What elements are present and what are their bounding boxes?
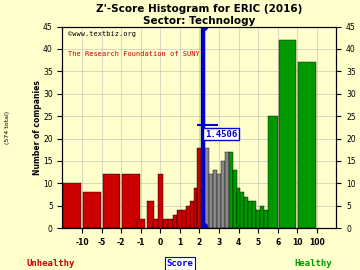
Bar xyxy=(205,147,209,228)
Bar xyxy=(237,188,240,228)
Bar xyxy=(217,174,221,228)
Bar xyxy=(122,174,140,228)
Text: ©www.textbiz.org: ©www.textbiz.org xyxy=(68,31,136,36)
Bar xyxy=(163,219,168,228)
Bar xyxy=(147,201,154,228)
Bar xyxy=(168,219,172,228)
Bar xyxy=(153,219,158,228)
Bar xyxy=(240,192,244,228)
Text: Healthy: Healthy xyxy=(294,259,332,268)
Bar xyxy=(279,40,296,228)
Bar xyxy=(137,219,145,228)
Text: (574 total): (574 total) xyxy=(5,111,10,144)
Bar xyxy=(201,26,205,228)
Bar xyxy=(268,116,278,228)
Text: Score: Score xyxy=(167,259,193,268)
Y-axis label: Number of companies: Number of companies xyxy=(33,80,42,175)
Text: 1.4506: 1.4506 xyxy=(205,130,238,139)
Bar xyxy=(194,188,197,228)
Bar xyxy=(177,210,182,228)
Bar xyxy=(225,152,229,228)
Bar xyxy=(298,62,316,228)
Bar xyxy=(190,201,194,228)
Bar xyxy=(182,210,186,228)
Bar xyxy=(252,201,256,228)
Bar xyxy=(63,183,81,228)
Bar xyxy=(186,206,190,228)
Bar xyxy=(221,161,225,228)
Bar xyxy=(209,174,213,228)
Text: Unhealthy: Unhealthy xyxy=(26,259,75,268)
Bar xyxy=(158,174,163,228)
Bar xyxy=(83,192,100,228)
Bar xyxy=(264,210,268,228)
Bar xyxy=(256,210,260,228)
Bar xyxy=(213,170,217,228)
Text: The Research Foundation of SUNY: The Research Foundation of SUNY xyxy=(68,51,200,57)
Bar xyxy=(233,170,237,228)
Title: Z'-Score Histogram for ERIC (2016)
Sector: Technology: Z'-Score Histogram for ERIC (2016) Secto… xyxy=(96,4,303,26)
Bar xyxy=(197,147,201,228)
Bar xyxy=(260,206,264,228)
Bar xyxy=(244,197,248,228)
Bar xyxy=(172,215,177,228)
Bar xyxy=(229,152,233,228)
Bar xyxy=(248,201,252,228)
Bar xyxy=(103,174,120,228)
